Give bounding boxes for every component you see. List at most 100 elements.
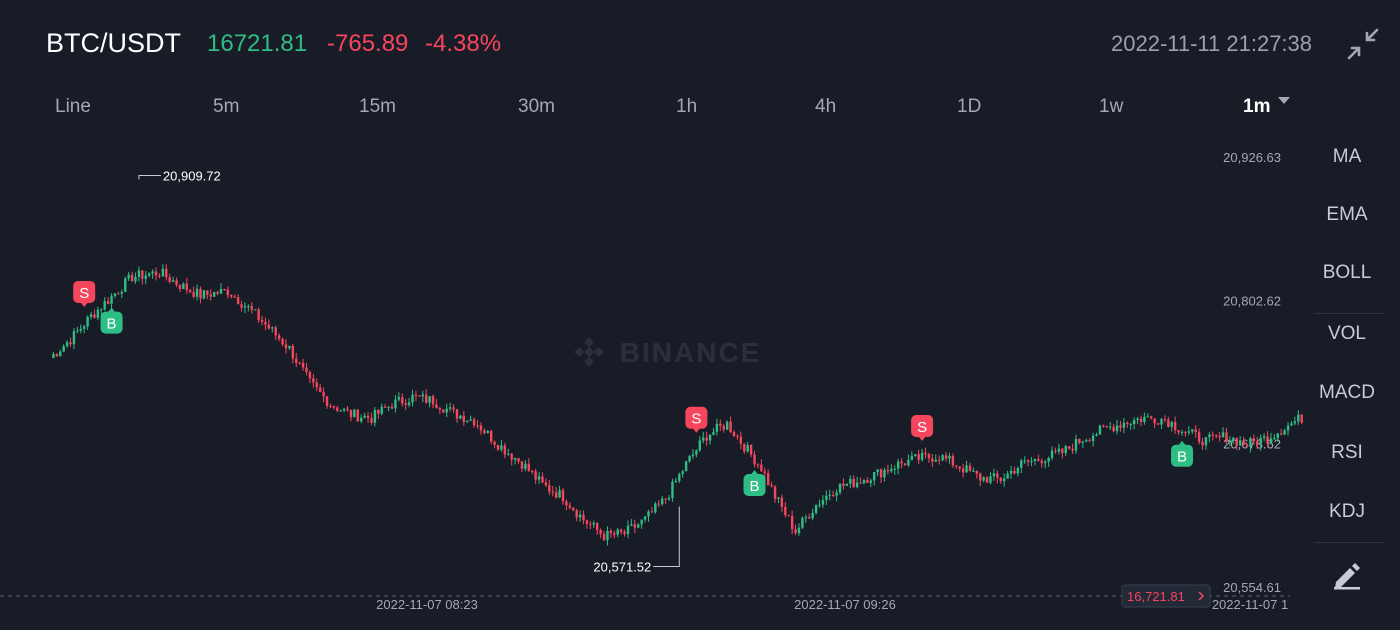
interval-tab-30m[interactable]: 30m (518, 96, 555, 117)
candle (814, 504, 818, 515)
chart-grid: 20,926.63 20,802.62 20,678.62 20,554.61 2022… (0, 150, 1290, 612)
candle (353, 408, 356, 418)
candle (1081, 440, 1085, 448)
interval-tab-1m[interactable]: 1m (1243, 96, 1271, 117)
candle (1194, 425, 1197, 438)
candle (243, 302, 247, 314)
sell-marker[interactable]: S (73, 280, 96, 307)
indicator-vol[interactable]: VOL (1327, 323, 1367, 344)
candle (1232, 436, 1235, 445)
candle (1215, 434, 1218, 439)
indicator-boll[interactable]: BOLL (1322, 262, 1372, 283)
candle (407, 398, 411, 408)
candle (192, 286, 195, 299)
indicator-divider (1314, 542, 1384, 543)
candle (1078, 438, 1081, 445)
candle (609, 528, 613, 538)
candle (838, 483, 842, 496)
candle (989, 472, 992, 485)
candle (1088, 438, 1091, 442)
candle (472, 417, 476, 428)
candle (1293, 416, 1297, 426)
candle (896, 459, 900, 475)
indicator-ma[interactable]: MA (1332, 146, 1362, 167)
candle (1126, 421, 1129, 428)
indicator-rsi[interactable]: RSI (1331, 442, 1363, 463)
candle (1290, 420, 1293, 426)
candle (934, 454, 937, 463)
candle (366, 412, 370, 423)
candle (1013, 466, 1016, 475)
candle (732, 429, 736, 438)
y-tick-label: 20,802.62 (1223, 293, 1281, 308)
candle (643, 516, 647, 523)
buy-marker[interactable]: B (1171, 440, 1194, 467)
candle (496, 444, 500, 452)
candle (1047, 456, 1050, 467)
candle (1300, 413, 1303, 425)
candle (1064, 444, 1067, 456)
candle (459, 414, 462, 420)
interval-tab-line[interactable]: Line (55, 96, 91, 117)
collapse-icon[interactable] (1346, 27, 1380, 61)
candle (1225, 427, 1228, 445)
candle (301, 358, 305, 371)
price-change: -765.89 (327, 30, 409, 57)
candle (503, 443, 507, 459)
candle (996, 470, 999, 484)
interval-tab-1h[interactable]: 1h (676, 96, 698, 117)
candle (667, 495, 671, 501)
candle (879, 468, 883, 483)
candle (828, 489, 831, 501)
candle (712, 427, 715, 436)
last-price-tag[interactable]: 16,721.81 (1121, 584, 1211, 608)
sell-marker[interactable]: S (685, 406, 708, 433)
indicator-macd[interactable]: MACD (1319, 382, 1375, 403)
candle (1033, 458, 1037, 466)
candle (89, 311, 93, 320)
candle (842, 478, 845, 490)
candle (86, 315, 89, 330)
pencil-icon[interactable] (1330, 560, 1364, 590)
candle (1057, 443, 1061, 455)
candle (691, 448, 695, 459)
candle (445, 403, 448, 418)
price-chart[interactable]: 20,926.63 20,802.62 20,678.62 20,554.61 2022… (0, 130, 1310, 630)
interval-bar: Line 5m 15m 30m 1h 4h 1D 1w 1m (0, 90, 1300, 124)
candle (59, 349, 62, 357)
sell-marker[interactable]: S (911, 415, 934, 442)
candle (1245, 443, 1249, 448)
interval-tab-15m[interactable]: 15m (359, 96, 396, 117)
interval-tab-1d[interactable]: 1D (957, 96, 982, 117)
interval-tab-1w[interactable]: 1w (1099, 96, 1124, 117)
candle (1112, 423, 1115, 433)
candle (804, 514, 808, 523)
caret-down-icon[interactable] (1278, 97, 1290, 104)
candle (342, 407, 346, 413)
candle (630, 519, 633, 527)
candle (281, 337, 284, 347)
indicator-kdj[interactable]: KDJ (1329, 501, 1365, 522)
candle (339, 409, 342, 412)
candle (1163, 415, 1167, 423)
indicator-ema[interactable]: EMA (1326, 204, 1368, 225)
candle (623, 529, 626, 537)
candle (931, 453, 934, 467)
buy-marker[interactable]: B (743, 469, 766, 496)
candle (554, 487, 558, 499)
candle (1136, 416, 1139, 425)
candle (654, 501, 657, 514)
chart-labels: 20,909.72 20,571.52 16,721.81 (138, 169, 1211, 608)
interval-tab-5m[interactable]: 5m (213, 96, 240, 117)
candle (195, 284, 199, 301)
high-pointer (138, 175, 161, 180)
candle (725, 420, 729, 431)
candle (349, 409, 353, 422)
buy-marker[interactable]: B (100, 307, 123, 334)
trade-markers: S B S B S B (73, 280, 1194, 496)
interval-tab-4h[interactable]: 4h (815, 96, 837, 117)
candle (548, 479, 551, 496)
candle (674, 477, 678, 484)
candle (305, 362, 308, 376)
candle (739, 431, 743, 450)
